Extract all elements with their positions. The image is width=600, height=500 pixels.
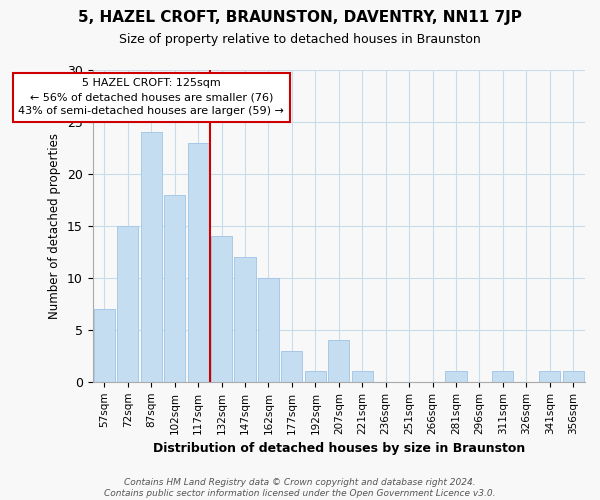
Bar [328, 340, 349, 382]
Bar [493, 372, 514, 382]
Text: Contains HM Land Registry data © Crown copyright and database right 2024.
Contai: Contains HM Land Registry data © Crown c… [104, 478, 496, 498]
Bar [305, 372, 326, 382]
Y-axis label: Number of detached properties: Number of detached properties [49, 133, 61, 319]
Text: 5, HAZEL CROFT, BRAUNSTON, DAVENTRY, NN11 7JP: 5, HAZEL CROFT, BRAUNSTON, DAVENTRY, NN1… [78, 10, 522, 25]
X-axis label: Distribution of detached houses by size in Braunston: Distribution of detached houses by size … [152, 442, 525, 455]
Bar [281, 350, 302, 382]
Bar [539, 372, 560, 382]
Bar [211, 236, 232, 382]
Bar [352, 372, 373, 382]
Bar [117, 226, 139, 382]
Bar [445, 372, 467, 382]
Bar [258, 278, 279, 382]
Bar [94, 309, 115, 382]
Bar [164, 194, 185, 382]
Bar [188, 143, 209, 382]
Bar [140, 132, 162, 382]
Text: Size of property relative to detached houses in Braunston: Size of property relative to detached ho… [119, 32, 481, 46]
Bar [235, 257, 256, 382]
Bar [563, 372, 584, 382]
Text: 5 HAZEL CROFT: 125sqm
← 56% of detached houses are smaller (76)
43% of semi-deta: 5 HAZEL CROFT: 125sqm ← 56% of detached … [18, 78, 284, 116]
